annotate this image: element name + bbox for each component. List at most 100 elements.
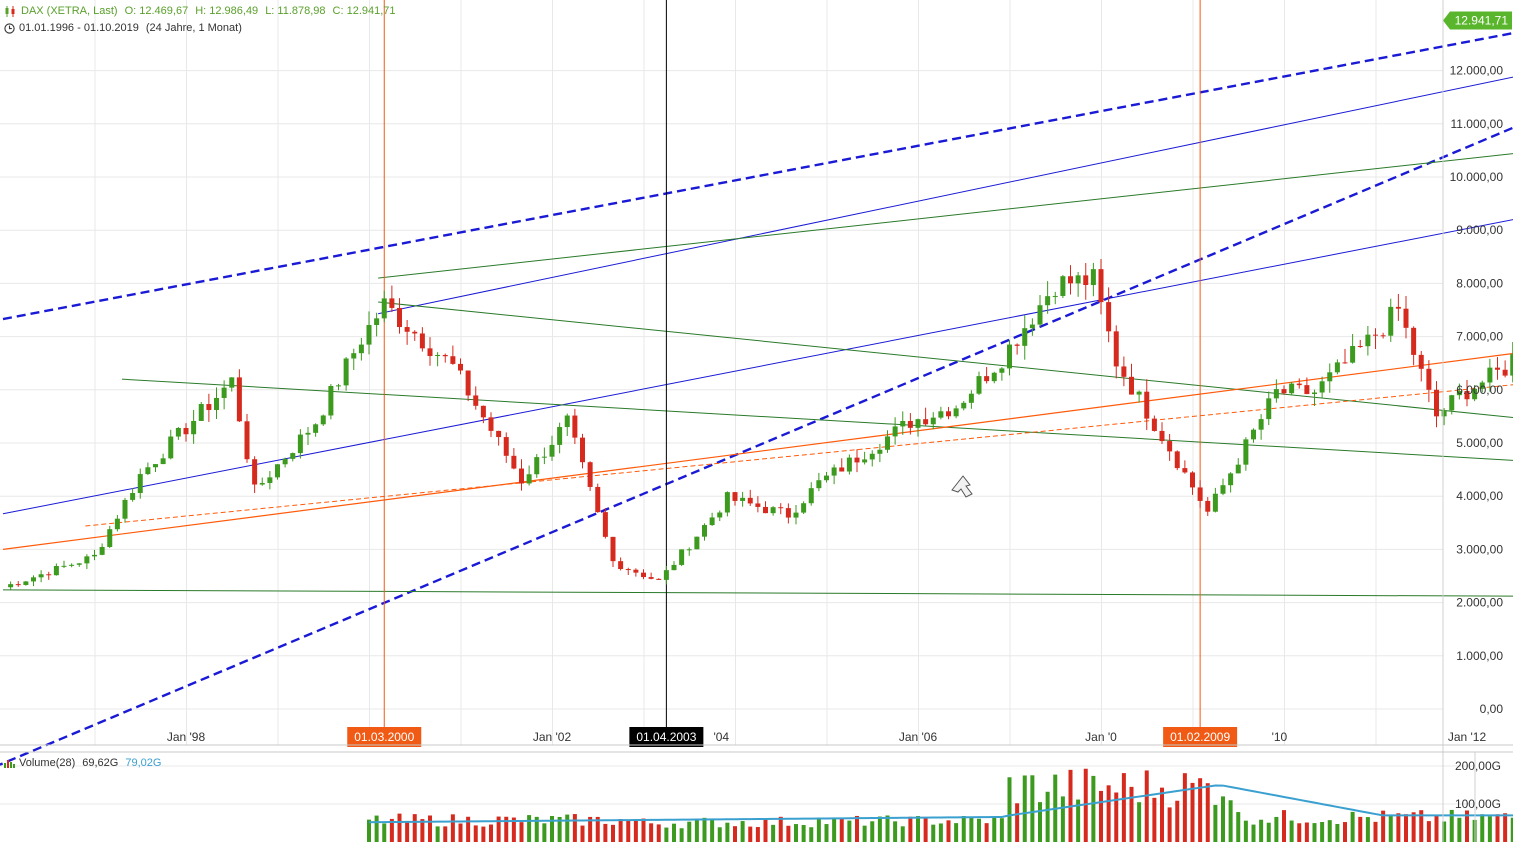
volume-bar — [672, 823, 676, 842]
candle-body — [1342, 362, 1348, 364]
volume-bar — [1190, 782, 1195, 842]
candle-body — [1426, 368, 1432, 390]
volume-bar — [1465, 810, 1469, 842]
volume-bar — [916, 816, 920, 842]
volume-bars-icon — [4, 759, 15, 768]
volume-bar — [611, 824, 615, 842]
volume-bar — [755, 827, 760, 842]
candle-body — [1220, 485, 1226, 494]
candle-body — [1007, 344, 1012, 369]
volume-bar — [763, 818, 768, 842]
volume-bar — [1160, 787, 1164, 842]
volume-bar — [794, 824, 798, 842]
candle-body — [839, 467, 845, 472]
candle-body — [618, 561, 624, 570]
volume-bar — [694, 818, 699, 842]
volume-bar — [778, 816, 783, 842]
volume-bar — [893, 821, 898, 842]
volume-bar — [1411, 812, 1416, 842]
candle-body — [297, 434, 303, 454]
volume-bar — [496, 816, 501, 842]
candle-body — [214, 397, 219, 410]
volume-value: 69,62G — [82, 757, 119, 769]
candle-body — [175, 427, 181, 437]
volume-bar — [771, 824, 776, 842]
event-marker-label: 01.04.2003 — [636, 730, 696, 744]
volume-bar — [1365, 817, 1370, 842]
volume-bar — [1091, 775, 1096, 842]
volume-bar — [717, 827, 722, 842]
last-price-tag — [1443, 11, 1512, 30]
candle-body — [343, 358, 349, 386]
last-price-label: 12.941,71 — [1455, 14, 1509, 28]
volume-bar — [1274, 816, 1279, 842]
candle-body — [1098, 269, 1104, 303]
candle-body — [1167, 441, 1173, 452]
close-value: C: 12.941,71 — [332, 5, 396, 17]
candle-body — [511, 455, 517, 469]
volume-bar — [992, 816, 997, 842]
volume-bar — [664, 827, 669, 842]
candle-body — [198, 404, 204, 421]
candle-body — [84, 556, 90, 564]
y-tick-label: 8.000,00 — [1456, 276, 1503, 290]
candle-body — [1060, 276, 1066, 296]
candle-body — [564, 415, 570, 428]
candle-body — [1403, 308, 1409, 328]
candle-body — [290, 453, 296, 459]
candle-body — [503, 437, 509, 456]
volume-bar — [511, 817, 516, 842]
volume-bar — [1312, 823, 1317, 842]
volume-bar — [397, 813, 402, 842]
volume-bar — [504, 816, 509, 842]
volume-bar — [626, 819, 631, 842]
candle-body — [1090, 269, 1096, 286]
volume-bar — [1015, 803, 1020, 842]
candle-body — [282, 458, 288, 465]
candle-body — [1464, 390, 1470, 400]
volume-bar — [1060, 796, 1065, 842]
candle-body — [191, 420, 197, 435]
candle-body — [488, 417, 494, 431]
volume-bar — [1106, 785, 1111, 842]
volume-bar — [1426, 821, 1431, 842]
candle-body — [625, 569, 631, 571]
volume-bar — [1381, 810, 1386, 842]
volume-bar — [649, 823, 654, 842]
y-tick-label: 2.000,00 — [1456, 596, 1503, 610]
candle-body — [747, 497, 753, 504]
event-marker-label: 01.02.2009 — [1170, 730, 1230, 744]
volume-bar — [1114, 792, 1119, 842]
volume-bar — [1152, 797, 1157, 842]
volume-bar — [1007, 777, 1012, 842]
candle-body — [351, 353, 357, 359]
volume-bar — [1350, 811, 1355, 842]
candle-body — [900, 421, 906, 427]
y-tick-label: 4.000,00 — [1456, 489, 1503, 503]
volume-bar — [954, 823, 959, 842]
candle-body — [496, 430, 502, 438]
volume-bar — [938, 823, 943, 842]
candle-body — [1243, 439, 1249, 465]
candle-body — [534, 457, 540, 475]
candle-body — [1174, 451, 1180, 469]
volume-bar — [1335, 823, 1340, 842]
candle-body — [1373, 334, 1378, 336]
candle-body — [1052, 295, 1058, 297]
candle-body — [1106, 302, 1112, 332]
volume-bar — [870, 821, 875, 842]
cursor-icon — [951, 475, 973, 498]
volume-bar — [1213, 804, 1218, 842]
candle-body — [1327, 372, 1333, 382]
event-marker-tag — [347, 727, 422, 747]
volume-bar — [489, 824, 493, 842]
candle-body — [1319, 381, 1325, 393]
candle-body — [724, 492, 730, 513]
candle-body — [587, 462, 593, 487]
candle-body — [1281, 389, 1287, 394]
volume-bar — [984, 823, 989, 842]
volume-bar — [572, 814, 577, 842]
volume-bar — [412, 814, 417, 842]
candle-body — [580, 437, 585, 463]
